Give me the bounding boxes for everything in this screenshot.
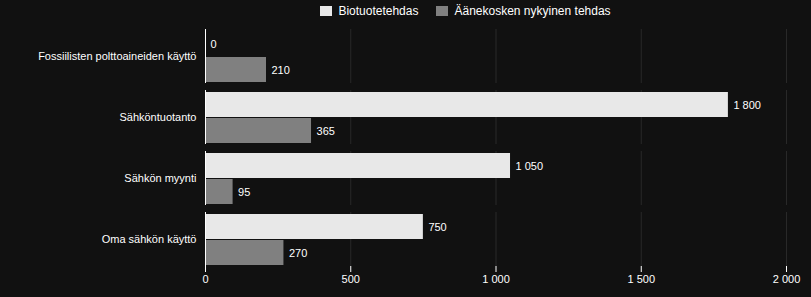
svg-text:1 500: 1 500 [627, 273, 655, 285]
svg-text:Sähkön myynti: Sähkön myynti [124, 172, 196, 184]
svg-text:Oma sähkön käyttö: Oma sähkön käyttö [102, 233, 197, 245]
svg-text:Fossiilisten polttoaineiden kä: Fossiilisten polttoaineiden käyttö [38, 50, 196, 62]
svg-text:750: 750 [428, 221, 446, 233]
svg-text:0: 0 [211, 38, 217, 50]
svg-text:2 000: 2 000 [773, 273, 801, 285]
html-text:Biotuotetehdas: Biotuotetehdas [338, 4, 419, 18]
svg-text:1 050: 1 050 [516, 160, 544, 172]
html-text:Äänekosken nykyinen tehdas: Äänekosken nykyinen tehdas [454, 4, 611, 18]
svg-text:1 800: 1 800 [733, 99, 761, 111]
svg-text:500: 500 [342, 273, 360, 285]
svg-text:1 000: 1 000 [482, 273, 510, 285]
svg-text:365: 365 [317, 125, 335, 137]
svg-text:210: 210 [272, 64, 290, 76]
svg-text:270: 270 [289, 247, 307, 259]
svg-text:0: 0 [202, 273, 208, 285]
svg-text:Sähköntuotanto: Sähköntuotanto [119, 111, 196, 123]
svg-text:95: 95 [238, 186, 250, 198]
